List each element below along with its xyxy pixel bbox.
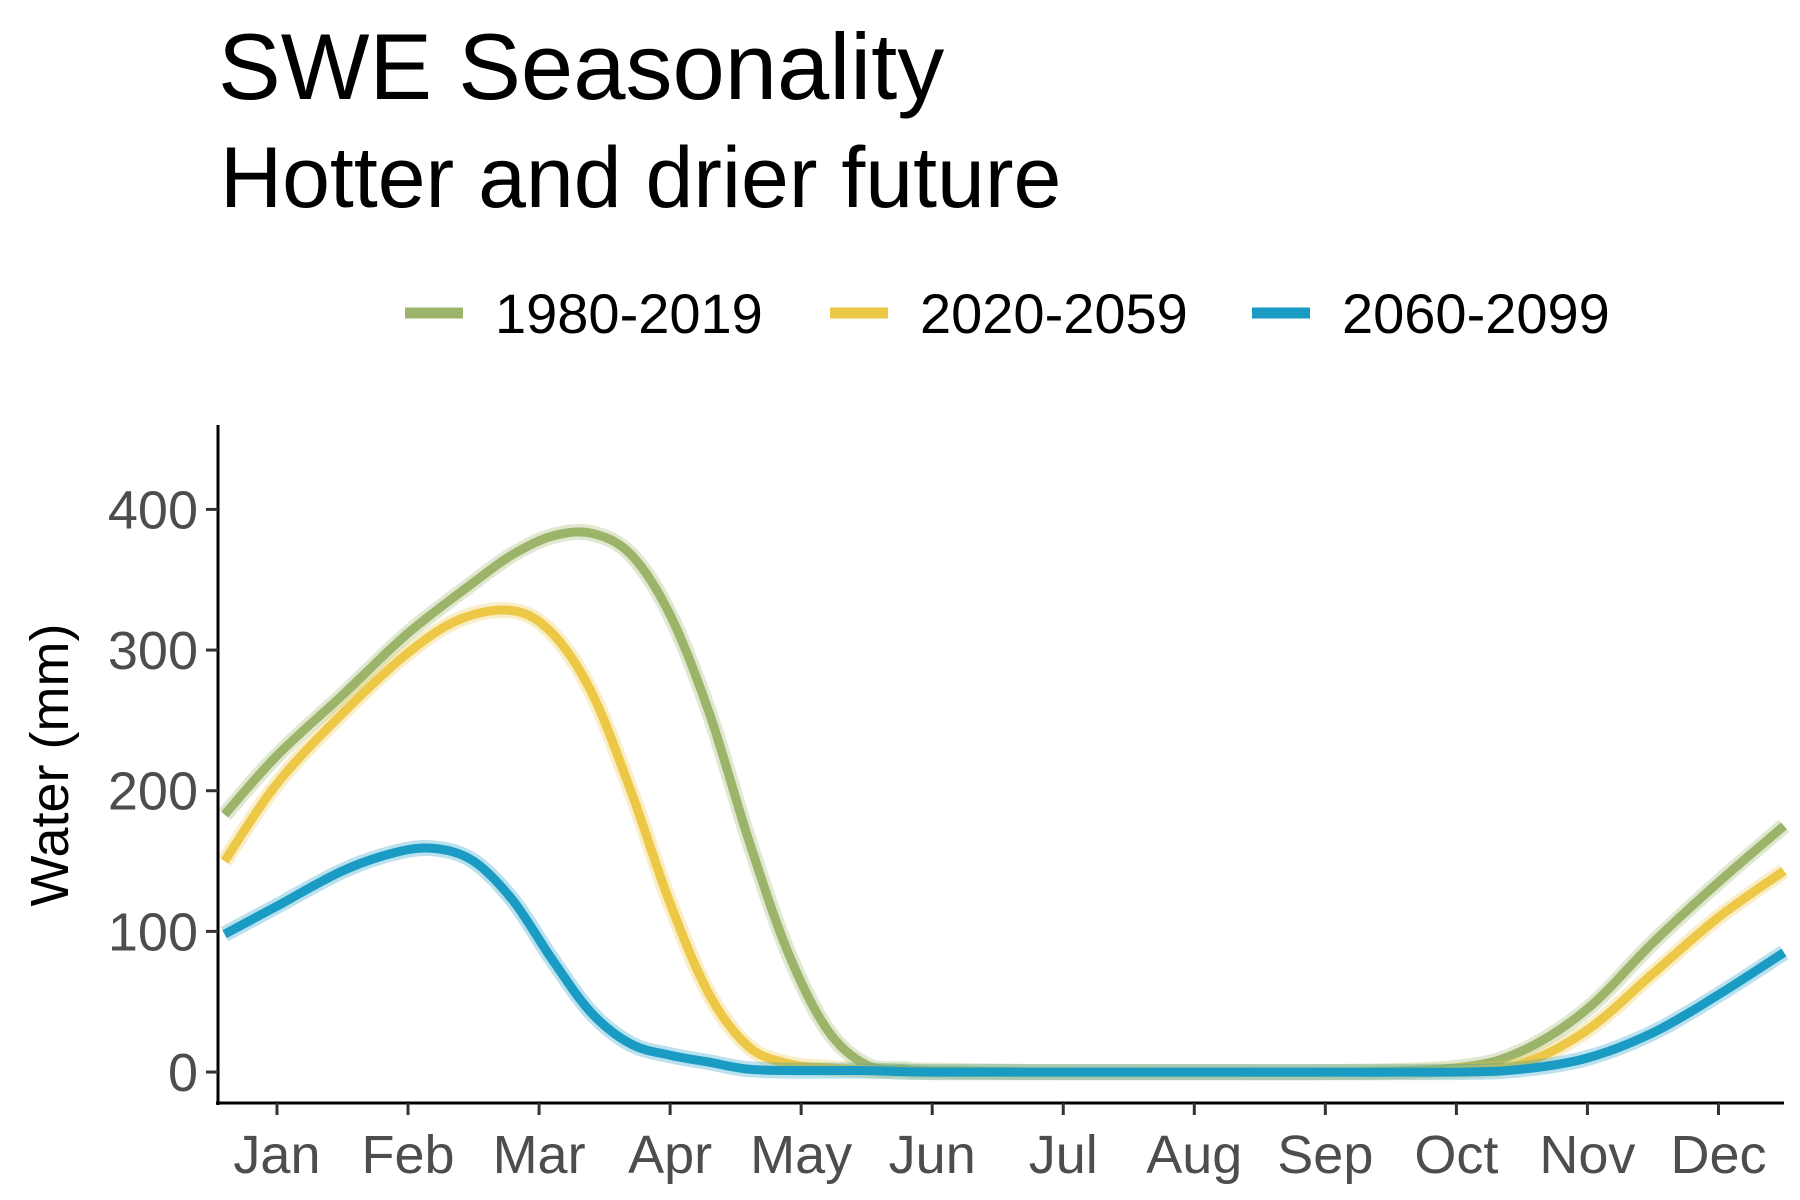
legend-label: 1980-2019 bbox=[495, 282, 763, 345]
y-tick-label: 100 bbox=[108, 902, 198, 962]
series-halo-2020-2059 bbox=[217, 602, 1789, 1081]
y-axis-title: Water (mm) bbox=[20, 624, 80, 907]
y-tick-label: 200 bbox=[108, 762, 198, 822]
y-tick-label: 300 bbox=[108, 621, 198, 681]
series-line-1980-2019 bbox=[221, 527, 1787, 1077]
x-tick-label: May bbox=[750, 1125, 852, 1185]
x-tick-label: Nov bbox=[1539, 1125, 1635, 1185]
x-tick-label: Jun bbox=[889, 1125, 976, 1185]
x-tick-label: Jul bbox=[1029, 1125, 1098, 1185]
y-tick-label: 0 bbox=[168, 1043, 198, 1103]
ticks: 0 100 200 300 400 Jan Feb Mar Apr May Jun Jul Aug Sep… bbox=[108, 480, 1767, 1185]
legend-label: 2020-2059 bbox=[920, 282, 1188, 345]
series-line-2060-2099 bbox=[222, 843, 1787, 1077]
chart-subtitle: Hotter and drier future bbox=[220, 130, 1062, 226]
legend-label: 2060-2099 bbox=[1342, 282, 1610, 345]
series-layer bbox=[217, 523, 1790, 1081]
x-tick-label: Aug bbox=[1146, 1125, 1242, 1185]
x-tick-label: Mar bbox=[493, 1125, 586, 1185]
x-tick-label: Jan bbox=[233, 1125, 320, 1185]
legend: 1980-2019 2020-2059 2060-2099 bbox=[405, 282, 1610, 345]
x-tick-label: Feb bbox=[361, 1125, 454, 1185]
x-tick-label: Oct bbox=[1414, 1125, 1498, 1185]
y-tick-label: 400 bbox=[108, 480, 198, 540]
x-tick-label: Dec bbox=[1670, 1125, 1766, 1185]
x-tick-label: Apr bbox=[628, 1125, 712, 1185]
x-tick-label: Sep bbox=[1277, 1125, 1373, 1185]
chart-title: SWE Seasonality bbox=[218, 14, 945, 119]
axes bbox=[216, 425, 1784, 1105]
series-line-2020-2059 bbox=[220, 605, 1787, 1077]
